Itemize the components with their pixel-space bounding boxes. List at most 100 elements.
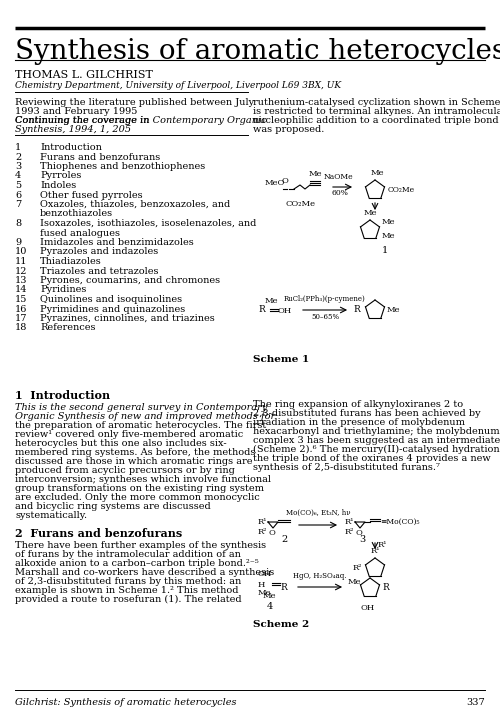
Text: 12: 12 bbox=[15, 266, 28, 276]
Text: review¹ covered only five-membered aromatic: review¹ covered only five-membered aroma… bbox=[15, 430, 243, 439]
Text: R: R bbox=[258, 305, 265, 315]
Text: OH: OH bbox=[278, 307, 292, 315]
Text: irradiation in the presence of molybdenum: irradiation in the presence of molybdenu… bbox=[253, 418, 465, 427]
Text: This is the second general survey in Contemporary: This is the second general survey in Con… bbox=[15, 403, 267, 412]
Text: Thiadiazoles: Thiadiazoles bbox=[40, 257, 102, 266]
Text: Quinolines and isoquinolines: Quinolines and isoquinolines bbox=[40, 295, 182, 304]
Text: 11: 11 bbox=[15, 257, 28, 266]
Text: Me: Me bbox=[382, 218, 396, 226]
Text: HgO, H₂SO₄aq.: HgO, H₂SO₄aq. bbox=[293, 572, 347, 580]
Text: Scheme 1: Scheme 1 bbox=[253, 355, 309, 364]
Text: 60%: 60% bbox=[332, 189, 348, 197]
Text: 1993 and February 1995: 1993 and February 1995 bbox=[15, 107, 138, 116]
Text: 337: 337 bbox=[466, 698, 485, 707]
Text: 7: 7 bbox=[15, 200, 21, 209]
Text: 15: 15 bbox=[15, 295, 28, 304]
Text: Scheme 2: Scheme 2 bbox=[253, 620, 309, 629]
Text: 1: 1 bbox=[15, 143, 21, 152]
Text: OH: OH bbox=[258, 570, 272, 578]
Text: 2: 2 bbox=[282, 535, 288, 544]
Text: Oxazoles, thiazoles, benzoxazoles, and: Oxazoles, thiazoles, benzoxazoles, and bbox=[40, 200, 230, 209]
Text: CO₂Me: CO₂Me bbox=[285, 200, 315, 208]
Text: 2: 2 bbox=[15, 152, 21, 162]
Text: 14: 14 bbox=[15, 286, 28, 295]
Text: Pyridines: Pyridines bbox=[40, 286, 86, 295]
Text: 5: 5 bbox=[15, 181, 21, 190]
Text: of 2,3-disubstituted furans by this method: an: of 2,3-disubstituted furans by this meth… bbox=[15, 577, 241, 586]
Text: Chemistry Department, University of Liverpool, Liverpool L69 3BX, UK: Chemistry Department, University of Live… bbox=[15, 81, 341, 90]
Text: There have been further examples of the synthesis: There have been further examples of the … bbox=[15, 541, 266, 550]
Text: O: O bbox=[356, 529, 362, 537]
Text: Pyrimidines and quinazolines: Pyrimidines and quinazolines bbox=[40, 305, 185, 313]
Text: R²: R² bbox=[258, 528, 268, 536]
Text: Me: Me bbox=[258, 589, 272, 597]
Text: R¹: R¹ bbox=[370, 547, 380, 555]
Text: Isoxazoles, isothiazoles, isoselenazoles, and: Isoxazoles, isothiazoles, isoselenazoles… bbox=[40, 219, 256, 228]
Text: Me: Me bbox=[387, 306, 400, 314]
Text: the triple bond of the oxiranes 4 provides a new: the triple bond of the oxiranes 4 provid… bbox=[253, 454, 491, 463]
Text: of furans by the intramolecular addition of an: of furans by the intramolecular addition… bbox=[15, 550, 241, 559]
Text: ruthenium-catalysed cyclization shown in Scheme 1: ruthenium-catalysed cyclization shown in… bbox=[253, 98, 500, 107]
Text: interconversion; syntheses which involve functional: interconversion; syntheses which involve… bbox=[15, 475, 271, 484]
Text: 50–65%: 50–65% bbox=[311, 313, 339, 321]
Text: 3: 3 bbox=[359, 535, 365, 544]
Text: MeO: MeO bbox=[265, 179, 285, 187]
Text: Introduction: Introduction bbox=[40, 143, 102, 152]
Text: Synthesis of aromatic heterocycles: Synthesis of aromatic heterocycles bbox=[15, 38, 500, 65]
Text: R: R bbox=[382, 584, 389, 592]
Text: 18: 18 bbox=[15, 323, 28, 333]
Text: was proposed.: was proposed. bbox=[253, 125, 324, 134]
Text: 4: 4 bbox=[15, 172, 21, 181]
Text: Other fused pyrroles: Other fused pyrroles bbox=[40, 191, 142, 199]
Text: O: O bbox=[268, 529, 276, 537]
Text: Me: Me bbox=[382, 232, 396, 240]
Text: R¹: R¹ bbox=[378, 541, 388, 549]
Text: 8: 8 bbox=[15, 219, 21, 228]
Text: Me: Me bbox=[263, 592, 276, 600]
Text: example is shown in Scheme 1.² This method: example is shown in Scheme 1.² This meth… bbox=[15, 586, 238, 595]
Text: discussed are those in which aromatic rings are: discussed are those in which aromatic ri… bbox=[15, 457, 252, 466]
Text: R²: R² bbox=[352, 564, 362, 572]
Text: hexacarbonyl and triethylamine; the molybdenum: hexacarbonyl and triethylamine; the moly… bbox=[253, 427, 500, 436]
Text: 16: 16 bbox=[15, 305, 28, 313]
Text: 6: 6 bbox=[15, 191, 21, 199]
Text: 17: 17 bbox=[15, 314, 28, 323]
Text: Organic Synthesis of new and improved methods for: Organic Synthesis of new and improved me… bbox=[15, 412, 275, 421]
Text: Pyrroles: Pyrroles bbox=[40, 172, 82, 181]
Text: 4: 4 bbox=[267, 602, 273, 611]
Text: R²: R² bbox=[345, 528, 354, 536]
Text: R¹: R¹ bbox=[258, 518, 268, 526]
Text: Continuing the coverage in: Continuing the coverage in bbox=[15, 116, 152, 125]
Text: OH: OH bbox=[361, 604, 375, 612]
Text: 1  Introduction: 1 Introduction bbox=[15, 390, 110, 401]
Text: Me: Me bbox=[348, 578, 362, 586]
Text: RuCl₂(PPh₃)(p-cymene): RuCl₂(PPh₃)(p-cymene) bbox=[284, 295, 366, 303]
Text: fused analogues: fused analogues bbox=[40, 229, 120, 238]
Text: 10: 10 bbox=[15, 248, 28, 256]
Text: Indoles: Indoles bbox=[40, 181, 76, 190]
Text: produced from acyclic precursors or by ring: produced from acyclic precursors or by r… bbox=[15, 466, 235, 475]
Text: O: O bbox=[282, 177, 288, 185]
Text: heterocycles but this one also includes six-: heterocycles but this one also includes … bbox=[15, 439, 227, 448]
Text: (Scheme 2).⁶ The mercury(II)-catalysed hydration of: (Scheme 2).⁶ The mercury(II)-catalysed h… bbox=[253, 445, 500, 454]
Text: group transformations on the existing ring system: group transformations on the existing ri… bbox=[15, 484, 264, 493]
Text: synthesis of 2,5-disubstituted furans.⁷: synthesis of 2,5-disubstituted furans.⁷ bbox=[253, 463, 440, 472]
Text: nucleophilic addition to a coordinated triple bond: nucleophilic addition to a coordinated t… bbox=[253, 116, 498, 125]
Text: Marshall and co-workers have described a synthesis: Marshall and co-workers have described a… bbox=[15, 568, 274, 577]
Text: Pyrones, coumarins, and chromones: Pyrones, coumarins, and chromones bbox=[40, 276, 220, 285]
Text: Pyrazoles and indazoles: Pyrazoles and indazoles bbox=[40, 248, 158, 256]
Text: R: R bbox=[353, 305, 360, 315]
Text: membered ring systems. As before, the methods: membered ring systems. As before, the me… bbox=[15, 448, 256, 457]
Text: 2  Furans and benzofurans: 2 Furans and benzofurans bbox=[15, 528, 182, 539]
Text: Triazoles and tetrazoles: Triazoles and tetrazoles bbox=[40, 266, 158, 276]
Text: the preparation of aromatic heterocycles. The first: the preparation of aromatic heterocycles… bbox=[15, 421, 266, 430]
Text: systematically.: systematically. bbox=[15, 511, 87, 520]
Text: ≡Mo(CO)₅: ≡Mo(CO)₅ bbox=[380, 518, 420, 526]
Text: Pyrazines, cinnolines, and triazines: Pyrazines, cinnolines, and triazines bbox=[40, 314, 215, 323]
Text: NaOMe: NaOMe bbox=[323, 173, 353, 181]
Text: Thiophenes and benzothiophenes: Thiophenes and benzothiophenes bbox=[40, 162, 205, 171]
Text: is restricted to terminal alkynes. An intramolecular: is restricted to terminal alkynes. An in… bbox=[253, 107, 500, 116]
Text: Me: Me bbox=[308, 170, 322, 178]
Text: 1: 1 bbox=[382, 246, 388, 255]
Text: CO₂Me: CO₂Me bbox=[388, 186, 415, 194]
